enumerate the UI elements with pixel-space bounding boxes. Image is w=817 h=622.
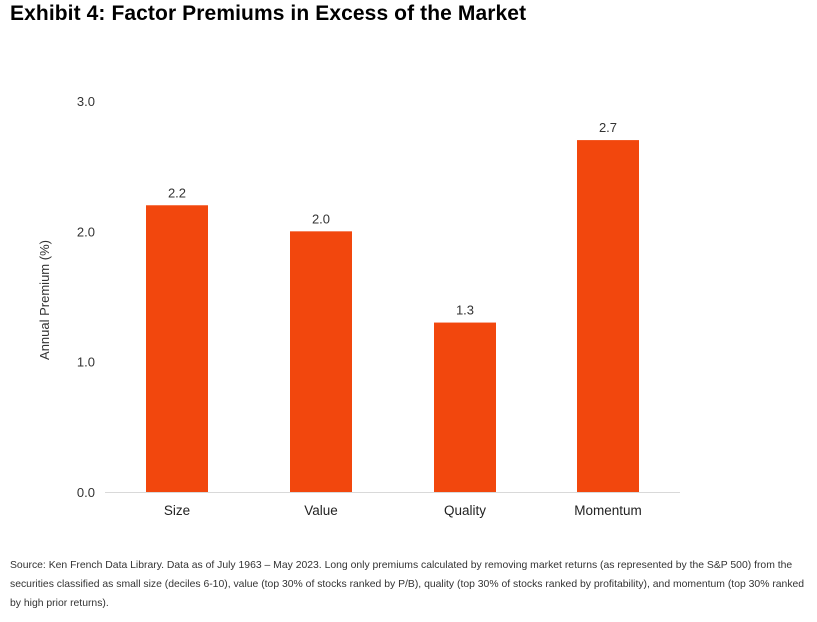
y-axis-ticks: 0.0 1.0 2.0 3.0	[77, 94, 95, 500]
data-labels: 2.2 2.0 1.3 2.7	[168, 120, 617, 317]
bars	[146, 140, 639, 493]
bar-chart: 0.0 1.0 2.0 3.0 2.2 2.0 1.3 2.7 Size Value Quali…	[37, 94, 680, 518]
x-tick-label: Value	[304, 503, 338, 518]
x-tick-label: Quality	[444, 503, 486, 518]
y-tick-label: 3.0	[77, 94, 95, 109]
x-tick-label: Size	[164, 503, 190, 518]
y-tick-label: 1.0	[77, 355, 95, 370]
source-note: Source: Ken French Data Library. Data as…	[10, 560, 805, 609]
category-labels: Size Value Quality Momentum	[164, 503, 642, 518]
data-label: 2.2	[168, 185, 186, 200]
bar-momentum	[577, 140, 639, 492]
y-tick-label: 2.0	[77, 224, 95, 239]
chart-title: Exhibit 4: Factor Premiums in Excess of …	[10, 2, 527, 25]
data-label: 2.7	[599, 120, 617, 135]
bar-size	[146, 205, 208, 492]
bar-value	[290, 231, 352, 493]
x-tick-label: Momentum	[574, 503, 642, 518]
y-axis-title: Annual Premium (%)	[37, 240, 52, 360]
data-label: 1.3	[456, 303, 474, 318]
data-label: 2.0	[312, 211, 330, 226]
bar-quality	[434, 322, 496, 492]
y-tick-label: 0.0	[77, 485, 95, 500]
